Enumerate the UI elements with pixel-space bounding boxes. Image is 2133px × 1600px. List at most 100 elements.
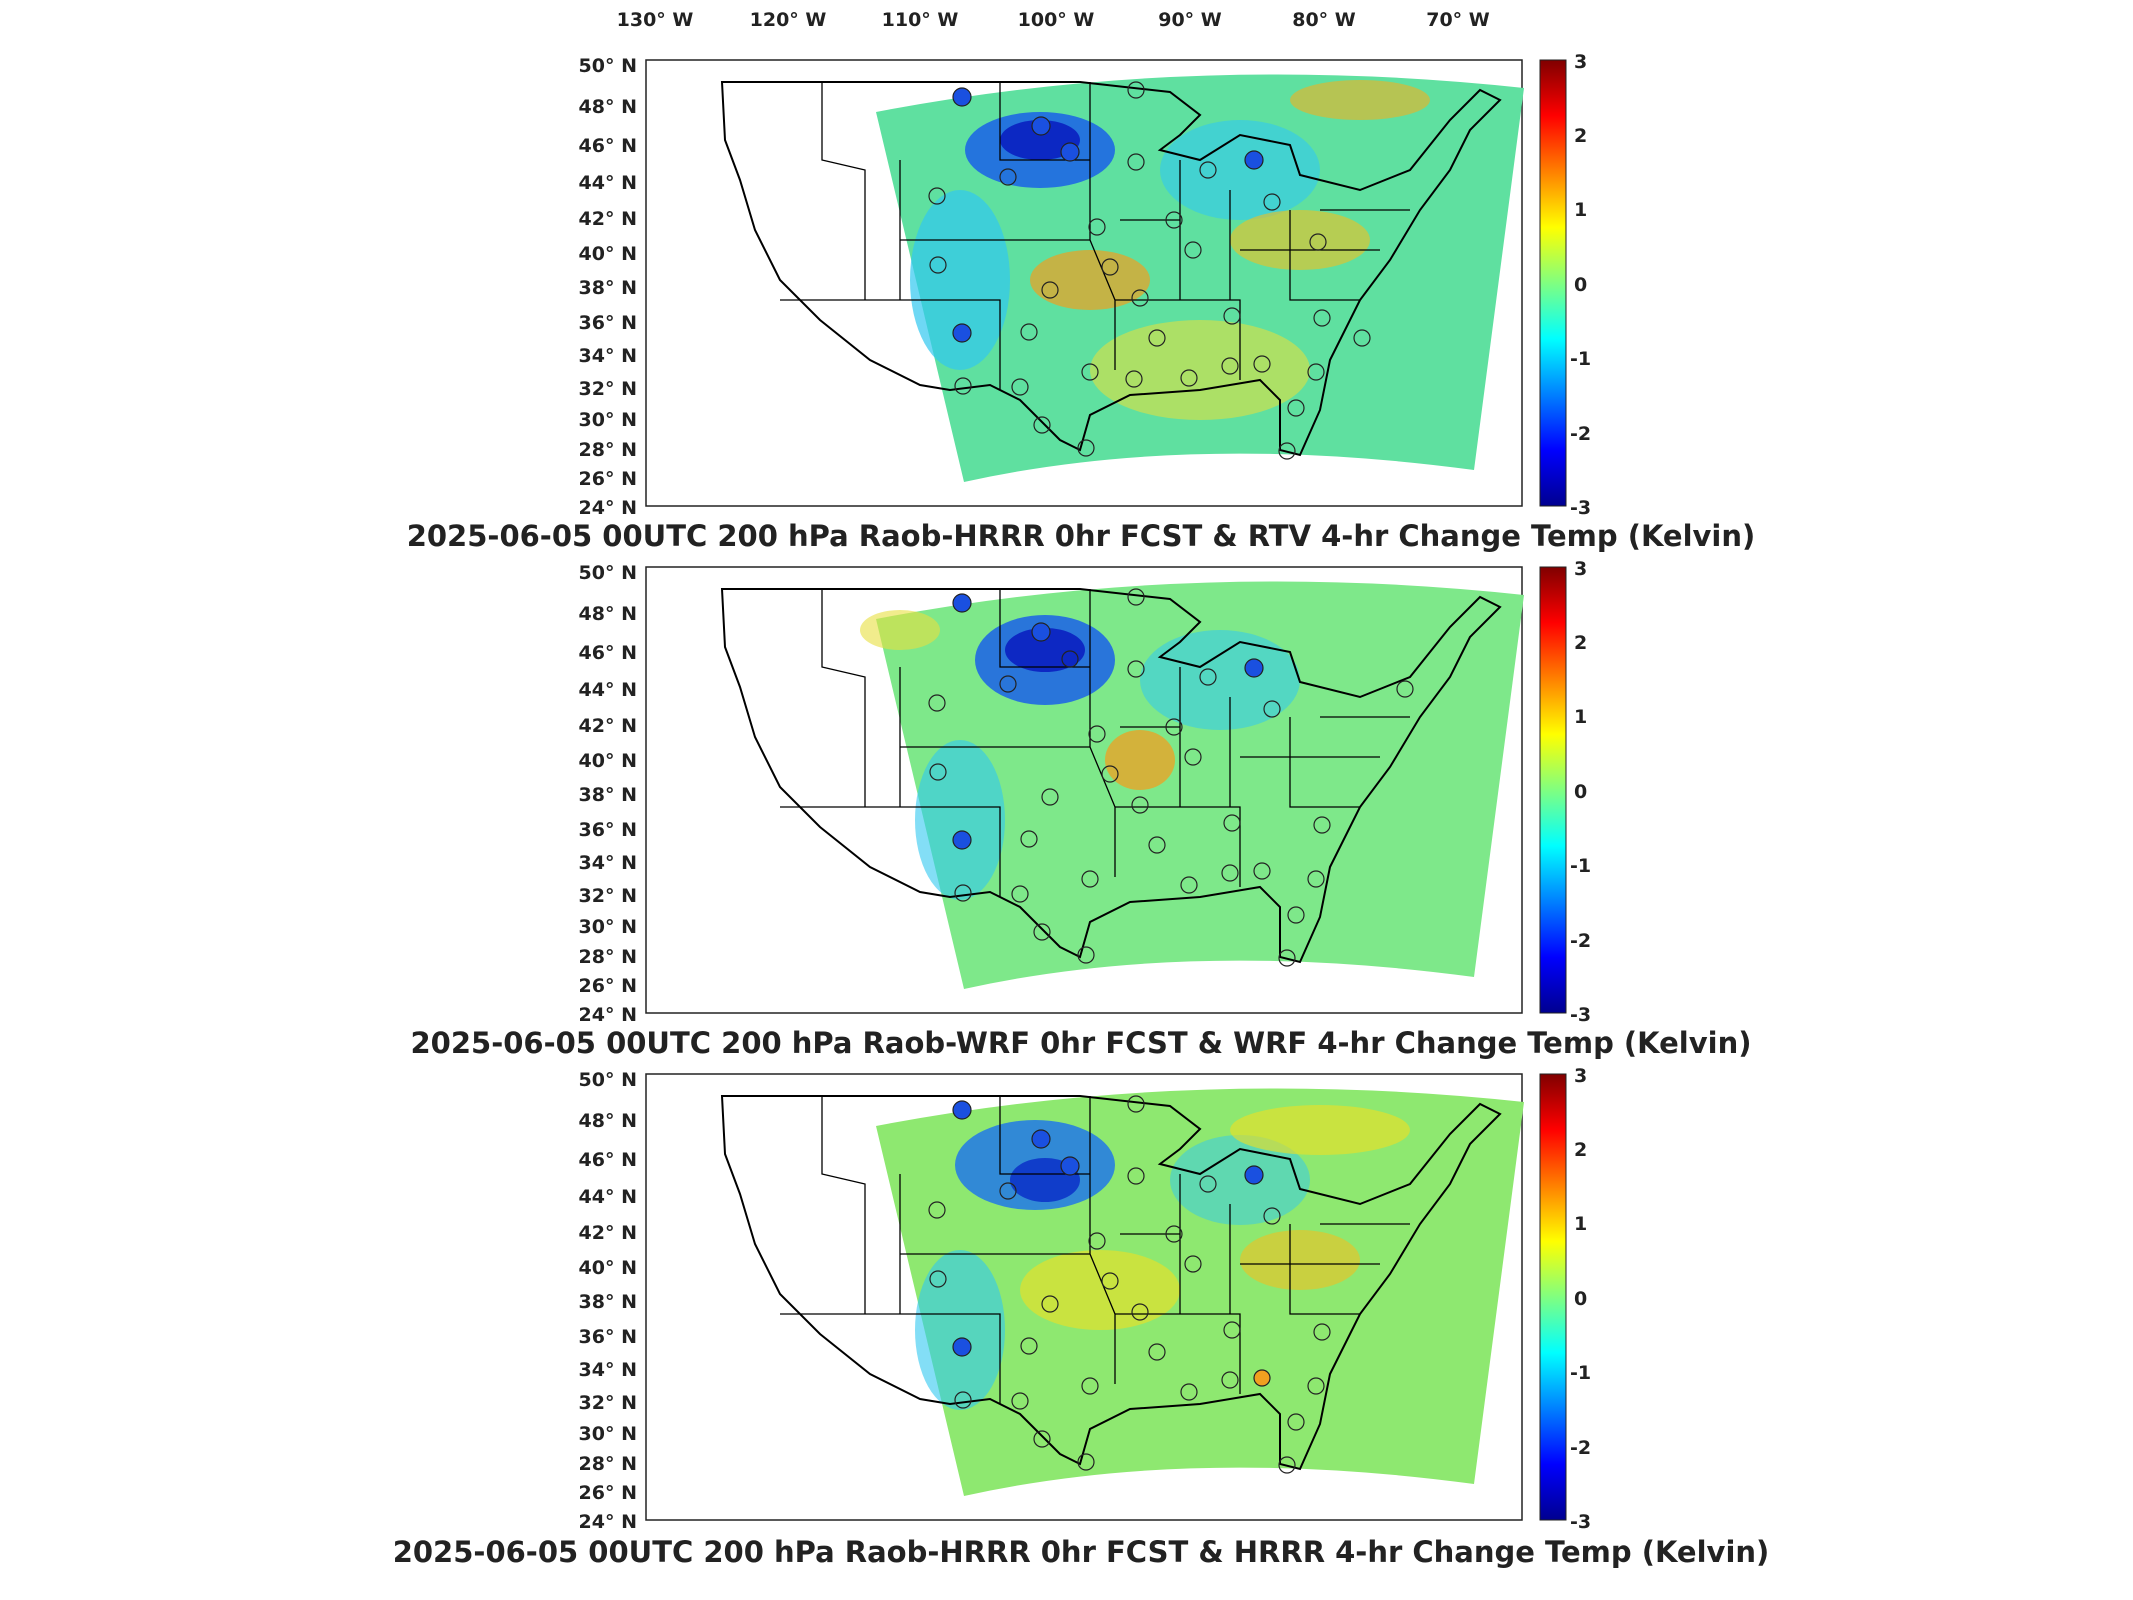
- raob-station-marker: [954, 377, 972, 395]
- raob-station-marker: [1077, 946, 1095, 964]
- raob-station-marker: [1278, 949, 1296, 967]
- raob-station-marker: [952, 1337, 972, 1357]
- raob-station-marker: [1081, 363, 1099, 381]
- lat-tick-24n: 24° N: [579, 1004, 637, 1026]
- raob-station-marker: [1088, 1232, 1106, 1250]
- raob-station-marker: [1077, 1453, 1095, 1471]
- colorbar: [1539, 59, 1567, 507]
- raob-station-marker: [1287, 399, 1305, 417]
- latitude-tick-labels: 50° N 48° N 46° N 44° N 42° N 40° N 38° …: [579, 1069, 637, 1533]
- raob-station-marker: [1131, 1303, 1149, 1321]
- lat-tick-36n: 36° N: [579, 1326, 637, 1348]
- raob-station-marker: [1125, 370, 1143, 388]
- raob-station-marker: [1307, 870, 1325, 888]
- lat-tick-34n: 34° N: [579, 345, 637, 367]
- raob-station-marker: [954, 1391, 972, 1409]
- lat-tick-24n: 24° N: [579, 1511, 637, 1533]
- lat-tick-48n: 48° N: [579, 1110, 637, 1132]
- raob-station-marker: [1223, 814, 1241, 832]
- raob-station-marker: [1020, 830, 1038, 848]
- lat-tick-36n: 36° N: [579, 819, 637, 841]
- raob-station-marker: [1031, 1129, 1051, 1149]
- raob-station-marker: [929, 256, 947, 274]
- colorbar-tick-neg2: -2: [1570, 1437, 1591, 1459]
- colorbar-ticks: 3 2 1 0 -1 -2 -3: [1570, 1065, 1591, 1533]
- raob-station-marker: [952, 323, 972, 343]
- raob-station-marker: [1199, 1175, 1217, 1193]
- warm-anomaly: [1230, 1105, 1410, 1155]
- lat-tick-38n: 38° N: [579, 277, 637, 299]
- colorbar-tick-1: 1: [1574, 706, 1587, 728]
- raob-station-marker: [928, 1201, 946, 1219]
- raob-station-marker: [1165, 1225, 1183, 1243]
- colorbar: [1539, 566, 1567, 1014]
- lat-tick-30n: 30° N: [579, 409, 637, 431]
- raob-station-marker: [1221, 357, 1239, 375]
- colorbar-tick-0: 0: [1574, 1288, 1587, 1310]
- raob-markers: [928, 1095, 1331, 1474]
- raob-station-marker: [1011, 885, 1029, 903]
- raob-station-marker: [952, 1100, 972, 1120]
- lat-tick-26n: 26° N: [579, 468, 637, 490]
- lat-tick-26n: 26° N: [579, 1482, 637, 1504]
- colorbar-tick-neg2: -2: [1570, 930, 1591, 952]
- cold-anomaly: [1000, 120, 1080, 160]
- cool-anomaly: [915, 1250, 1005, 1410]
- colorbar-tick-1: 1: [1574, 1213, 1587, 1235]
- raob-station-marker: [1081, 1377, 1099, 1395]
- raob-station-marker: [952, 87, 972, 107]
- raob-station-marker: [1184, 748, 1202, 766]
- raob-station-marker: [1180, 1383, 1198, 1401]
- warm-anomaly: [1240, 1230, 1360, 1290]
- warm-anomaly: [1290, 80, 1430, 120]
- colorbar-tick-neg1: -1: [1570, 348, 1591, 370]
- raob-station-marker: [954, 884, 972, 902]
- raob-station-marker: [1244, 658, 1264, 678]
- raob-station-marker: [929, 1270, 947, 1288]
- raob-station-marker: [1223, 307, 1241, 325]
- raob-station-marker: [1180, 876, 1198, 894]
- raob-station-marker: [1061, 650, 1079, 668]
- lat-tick-42n: 42° N: [579, 715, 637, 737]
- panel-1: 50° N 48° N 46° N 44° N 42° N 40° N 38° …: [407, 51, 1756, 553]
- lat-tick-48n: 48° N: [579, 603, 637, 625]
- raob-station-marker: [928, 694, 946, 712]
- raob-station-marker: [1020, 1337, 1038, 1355]
- lat-tick-46n: 46° N: [579, 642, 637, 664]
- raob-station-marker: [1033, 923, 1051, 941]
- colorbar-tick-neg1: -1: [1570, 1362, 1591, 1384]
- lat-tick-30n: 30° N: [579, 916, 637, 938]
- raob-station-marker: [1088, 725, 1106, 743]
- colorbar-tick-3: 3: [1574, 1065, 1587, 1087]
- raob-station-marker: [1287, 906, 1305, 924]
- raob-station-marker: [1253, 1369, 1271, 1387]
- raob-station-marker: [1127, 660, 1145, 678]
- colorbar-tick-0: 0: [1574, 274, 1587, 296]
- colorbar: [1539, 1073, 1567, 1521]
- raob-markers: [928, 81, 1371, 460]
- raob-station-marker: [1263, 700, 1281, 718]
- lat-tick-44n: 44° N: [579, 172, 637, 194]
- raob-station-marker: [1253, 355, 1271, 373]
- raob-station-marker: [1127, 1095, 1145, 1113]
- raob-station-marker: [1287, 1413, 1305, 1431]
- raob-station-marker: [1127, 153, 1145, 171]
- raob-station-marker: [1253, 862, 1271, 880]
- lat-tick-28n: 28° N: [579, 1453, 637, 1475]
- raob-station-marker: [1033, 416, 1051, 434]
- lat-tick-28n: 28° N: [579, 946, 637, 968]
- panel-title: 2025-06-05 00UTC 200 hPa Raob-WRF 0hr FC…: [410, 1026, 1751, 1060]
- cool-anomaly: [1140, 630, 1300, 730]
- lat-tick-32n: 32° N: [579, 378, 637, 400]
- warm-anomaly: [860, 610, 940, 650]
- us-outline: [720, 1095, 1502, 1471]
- raob-station-marker: [1127, 81, 1145, 99]
- raob-station-marker: [1131, 796, 1149, 814]
- raob-station-marker: [1077, 439, 1095, 457]
- lat-tick-26n: 26° N: [579, 975, 637, 997]
- raob-station-marker: [999, 675, 1017, 693]
- raob-station-marker: [1180, 369, 1198, 387]
- colorbar-tick-neg3: -3: [1570, 1511, 1591, 1533]
- raob-station-marker: [1309, 233, 1327, 251]
- colorbar-tick-2: 2: [1574, 125, 1587, 147]
